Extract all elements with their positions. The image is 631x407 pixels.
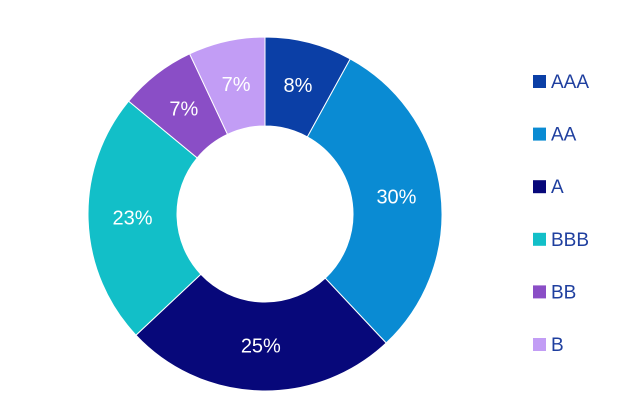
slice: [306, 58, 443, 344]
slice-label: 8%: [283, 75, 312, 97]
slice: [135, 273, 387, 392]
legend-label: AAA: [551, 72, 589, 93]
legend-label: B: [551, 335, 564, 356]
legend-label: A: [551, 177, 564, 198]
legend-swatch: [533, 285, 546, 299]
legend-swatch: [533, 180, 546, 194]
slice-label: 7%: [222, 74, 251, 96]
legend-swatch: [533, 338, 546, 351]
legend-label: AA: [551, 125, 577, 146]
slice-label: 7%: [169, 99, 198, 121]
legend-label: BBB: [551, 230, 589, 251]
legend-swatch: [533, 75, 546, 88]
slice-label: 25%: [241, 336, 281, 358]
slice-label: 23%: [113, 207, 153, 229]
legend-swatch: [533, 127, 546, 141]
legend-swatch: [533, 232, 546, 246]
slice-label: 30%: [376, 187, 416, 209]
legend-label: BB: [551, 282, 576, 303]
slice: [87, 100, 202, 336]
slice: [188, 36, 266, 136]
